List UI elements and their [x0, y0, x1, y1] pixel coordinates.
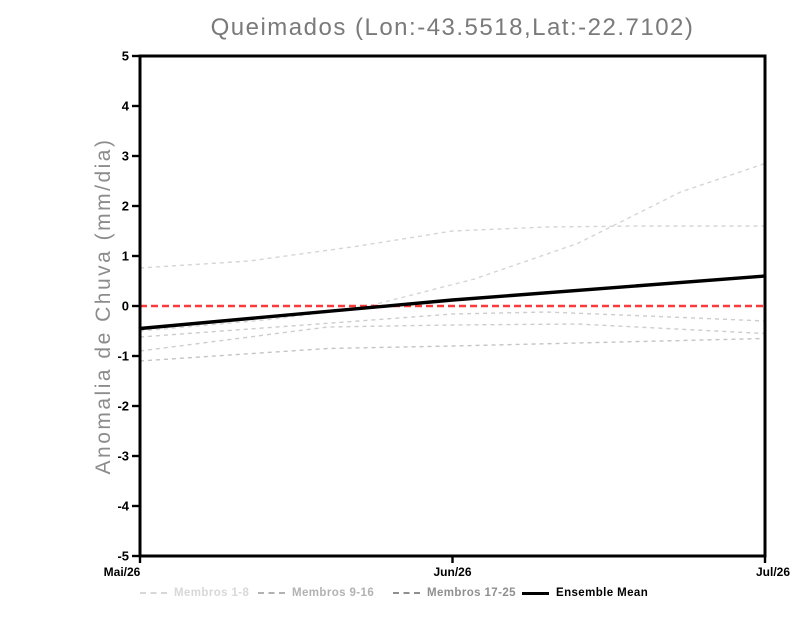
x-tick-label: Mai/26: [104, 565, 141, 579]
y-tick-label: 4: [122, 99, 130, 114]
y-tick-label: 0: [122, 299, 129, 314]
y-tick-label: -1: [117, 349, 129, 364]
y-tick-label: -3: [117, 449, 129, 464]
legend-item-membros-17-25: Membros 17-25: [393, 585, 516, 601]
member-line: [139, 311, 766, 338]
chart-title: Queimados (Lon:-43.5518,Lat:-22.7102): [210, 14, 695, 41]
member-line: [139, 323, 766, 352]
y-tick-label: -4: [117, 499, 129, 514]
legend-item-ensemble-mean: Ensemble Mean: [522, 585, 648, 601]
y-tick-label: -2: [117, 399, 129, 414]
y-tick-label: 1: [122, 249, 129, 264]
y-tick-label: 3: [122, 149, 129, 164]
legend-item-membros-9-16: Membros 9-16: [258, 585, 374, 601]
member-line: [139, 225, 765, 269]
y-tick-label: 5: [122, 49, 129, 64]
legend: Membros 1-8 Membros 9-16 Membros 17-25 E…: [0, 585, 800, 603]
x-tick-label: Jul/26: [756, 565, 790, 579]
ensemble-mean-line: [139, 274, 766, 331]
y-tick-label: 2: [122, 199, 129, 214]
solid-line-swatch: [522, 591, 549, 595]
legend-label: Membros 17-25: [427, 587, 516, 599]
x-tick-label: Jun/26: [433, 565, 471, 579]
legend-label: Membros 9-16: [292, 587, 375, 599]
dashed-line-swatch: [393, 592, 420, 594]
member-line: [139, 162, 766, 332]
legend-label: Membros 1-8: [174, 587, 250, 599]
y-tick-label: -5: [117, 549, 129, 564]
plot-frame: [138, 54, 767, 558]
legend-label: Ensemble Mean: [556, 587, 649, 599]
member-line: [139, 337, 766, 362]
legend-item-membros-1-8: Membros 1-8: [140, 585, 249, 601]
dashed-line-swatch: [140, 592, 167, 594]
dashed-line-swatch: [258, 592, 285, 594]
